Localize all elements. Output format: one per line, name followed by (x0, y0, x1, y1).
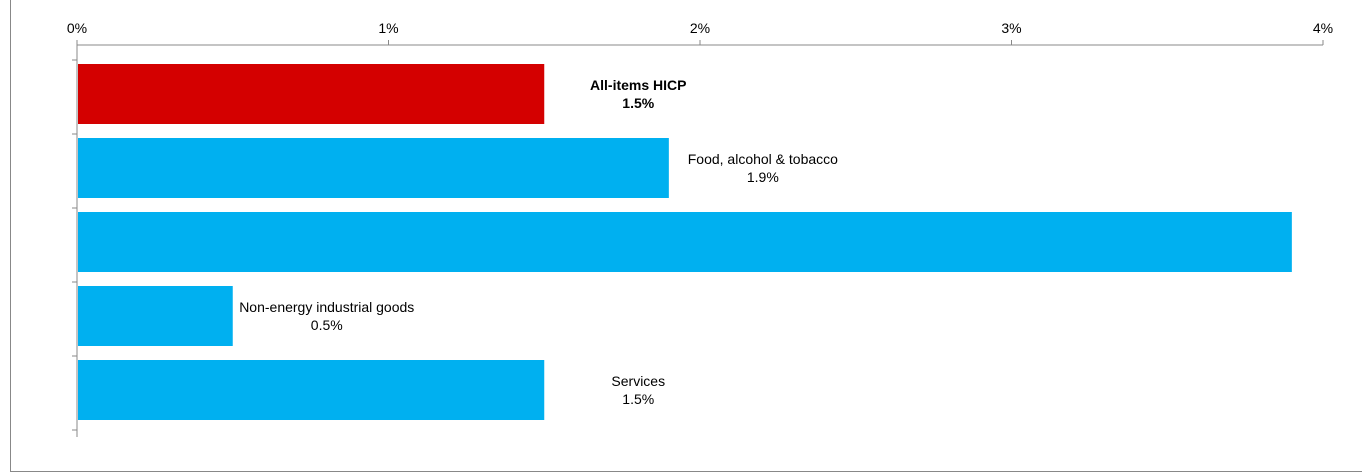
bar (78, 286, 233, 346)
bar-value-label: 1.5% (622, 95, 654, 111)
bar (78, 360, 545, 420)
bar-value-label: 1.9% (747, 169, 779, 185)
bar-value-label: 0.5% (311, 317, 343, 333)
x-tick-label: 2% (690, 20, 710, 36)
bar-category-label: Services (611, 373, 665, 389)
bar-category-label: All-items HICP (590, 77, 686, 93)
x-tick-label: 3% (1001, 20, 1021, 36)
x-axis: 0% 1% 2% 3% 4% (67, 20, 1333, 437)
x-tick-label: 4% (1313, 20, 1333, 36)
bar-category-label: Food, alcohol & tobacco (688, 151, 838, 167)
x-tick-label: 0% (67, 20, 87, 36)
bar-labels: All-items HICP 1.5% Food, alcohol & tobacc… (239, 77, 838, 407)
x-tick-label: 1% (378, 20, 398, 36)
bar (78, 138, 669, 198)
bar-value-label: 1.5% (622, 391, 654, 407)
bars (78, 64, 1292, 420)
bar (78, 212, 1292, 272)
bar (78, 64, 545, 124)
bar-category-label: Non-energy industrial goods (239, 299, 414, 315)
